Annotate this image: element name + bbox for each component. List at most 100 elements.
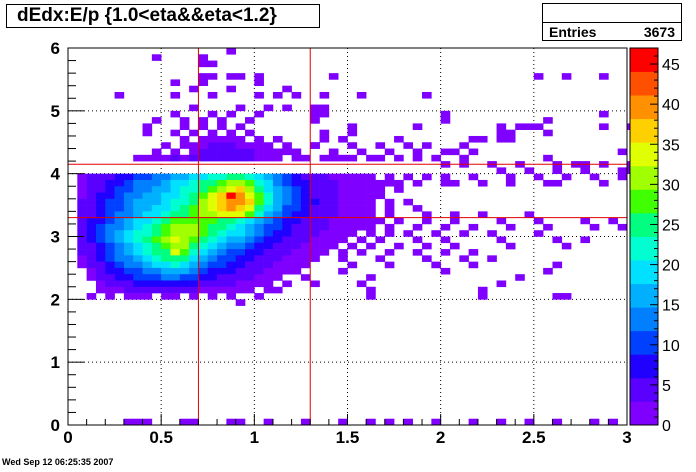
heatmap-cell [272, 267, 283, 275]
heatmap-cell [161, 280, 171, 288]
heatmap-cell [114, 223, 125, 231]
heatmap-cell [282, 242, 292, 250]
heatmap-cell [151, 179, 162, 187]
heatmap-cell [133, 211, 143, 218]
heatmap-cell [338, 173, 348, 181]
heatmap-cell [151, 230, 162, 237]
heatmap-cell [105, 211, 115, 218]
heatmap-cell [468, 173, 479, 181]
heatmap-cell [366, 223, 376, 231]
heatmap-cell [366, 293, 376, 300]
heatmap-cell [375, 255, 386, 262]
heatmap-cell [356, 186, 367, 193]
heatmap-cell [179, 179, 190, 187]
heatmap-cell [300, 179, 311, 187]
heatmap-cell [151, 280, 162, 288]
heatmap-cell [477, 293, 488, 300]
heatmap-cell [319, 249, 330, 256]
heatmap-cell [319, 192, 330, 200]
color-scale-segment [630, 307, 658, 332]
heatmap-cell [272, 192, 283, 200]
heatmap-cell [170, 280, 181, 288]
heatmap-cell [217, 261, 227, 269]
heatmap-cell [375, 192, 386, 200]
heatmap-cell [142, 280, 153, 288]
heatmap-cell [310, 173, 320, 181]
heatmap-cell [198, 280, 209, 288]
heatmap-cell [347, 230, 358, 237]
heatmap-cell [422, 242, 432, 250]
heatmap-cell [263, 192, 274, 200]
heatmap-cell [235, 104, 246, 112]
heatmap-cell [235, 249, 246, 256]
heatmap-cell [77, 223, 87, 231]
heatmap-cell [440, 267, 451, 275]
heatmap-cell [589, 173, 600, 181]
heatmap-cell [580, 167, 591, 174]
heatmap-cell [235, 148, 246, 156]
heatmap-cell [328, 198, 339, 206]
heatmap-cell [319, 104, 330, 112]
heatmap-cell [282, 280, 292, 288]
heatmap-cell [291, 154, 302, 162]
heatmap-cell [384, 211, 395, 218]
heatmap-cell [133, 249, 143, 256]
heatmap-cell [161, 255, 171, 262]
heatmap-cell [105, 205, 115, 212]
heatmap-cell [496, 129, 507, 137]
heatmap-cell [449, 217, 460, 225]
heatmap-cell [245, 142, 255, 149]
heatmap-cell [431, 418, 441, 426]
heatmap-cell [207, 249, 218, 256]
heatmap-cell [198, 142, 209, 149]
heatmap-cell [198, 217, 209, 225]
heatmap-cell [217, 223, 227, 231]
heatmap-cell [300, 211, 311, 218]
heatmap-cell [272, 286, 283, 294]
heatmap-cell [142, 286, 153, 294]
heatmap-cell [86, 242, 97, 250]
heatmap-cell [114, 267, 125, 275]
heatmap-cell [179, 173, 190, 181]
color-scale-label: 20 [662, 258, 680, 275]
heatmap-cell [226, 267, 236, 275]
heatmap-cell [272, 179, 283, 187]
heatmap-cell [179, 154, 190, 162]
heatmap-cell [291, 255, 302, 262]
heatmap-cell [440, 148, 451, 156]
heatmap-cell [422, 173, 432, 181]
heatmap-cell [95, 211, 106, 218]
heatmap-cell [226, 242, 236, 250]
heatmap-cell [207, 255, 218, 262]
heatmap-cell [599, 73, 609, 80]
heatmap-cell [123, 173, 134, 181]
heatmap-cell [105, 179, 115, 187]
heatmap-cell [207, 60, 218, 68]
heatmap-cell [235, 230, 246, 237]
heatmap-cell [384, 179, 395, 187]
heatmap-cell [245, 173, 255, 181]
heatmap-cell [161, 261, 171, 269]
heatmap-cell [431, 261, 441, 269]
heatmap-cell [394, 154, 404, 162]
heatmap-cell [543, 154, 553, 162]
heatmap-cell [291, 217, 302, 225]
heatmap-cell [282, 249, 292, 256]
color-scale-segment [630, 236, 658, 261]
heatmap-cell [263, 223, 274, 231]
heatmap-cell [235, 173, 246, 181]
heatmap-cell [217, 274, 227, 281]
heatmap-cell [282, 173, 292, 181]
heatmap-cell [272, 135, 283, 143]
heatmap-cell [328, 236, 339, 244]
heatmap-cell [86, 293, 97, 300]
heatmap-cell [86, 186, 97, 193]
heatmap-cell [170, 91, 181, 99]
heatmap-cell [123, 418, 134, 426]
heatmap-cell [254, 79, 264, 86]
heatmap-cell [198, 135, 209, 143]
heatmap-cell [254, 179, 264, 187]
heatmap-cell [95, 217, 106, 225]
heatmap-cell [217, 198, 227, 206]
heatmap-cell [235, 154, 246, 162]
